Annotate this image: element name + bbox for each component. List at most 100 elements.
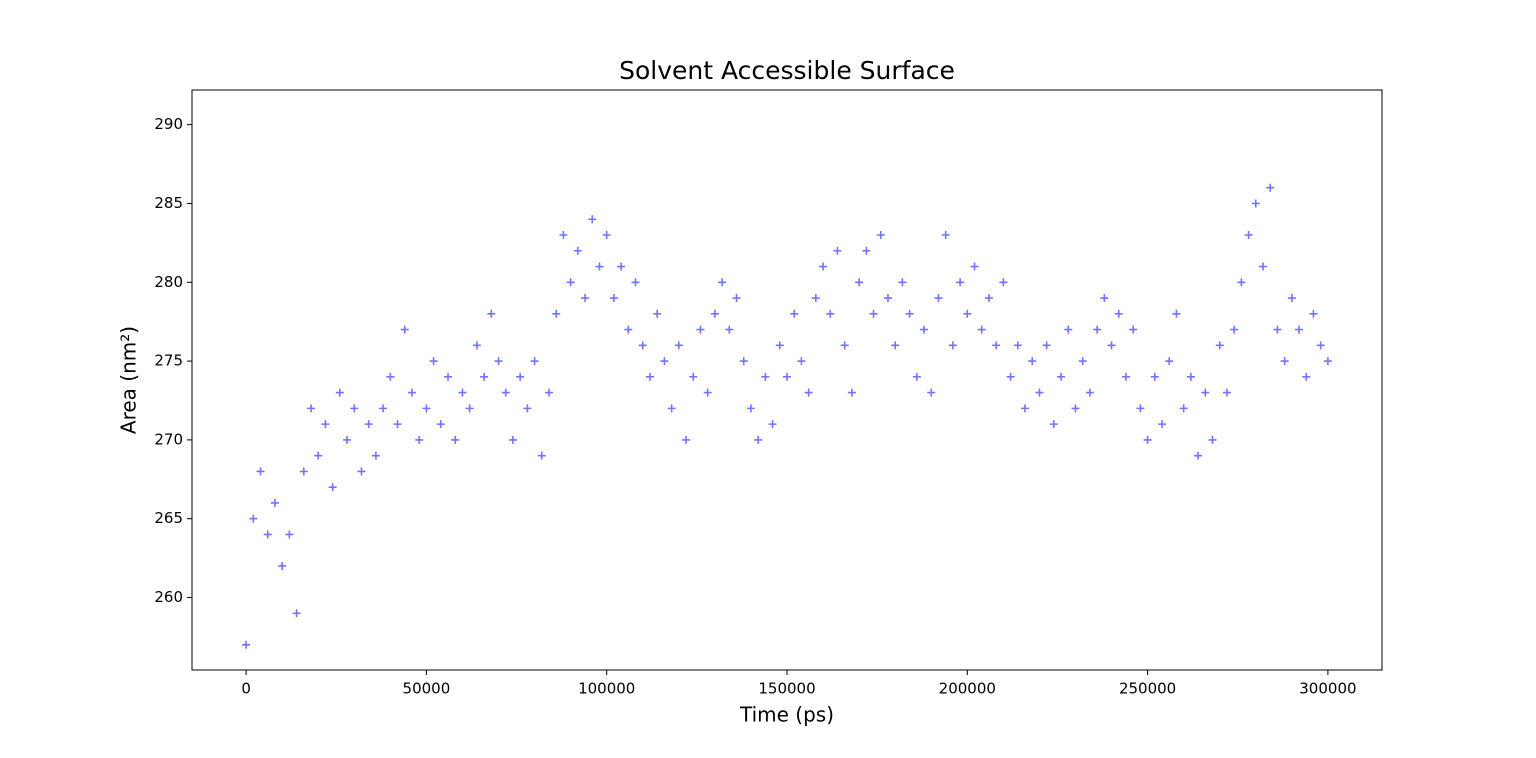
point bbox=[876, 231, 885, 239]
point bbox=[1028, 357, 1037, 366]
point bbox=[617, 262, 626, 271]
x-tick-label: 0 bbox=[241, 680, 251, 698]
point bbox=[898, 278, 907, 287]
point bbox=[797, 357, 806, 366]
point bbox=[1179, 404, 1188, 413]
point bbox=[1194, 451, 1203, 460]
point bbox=[1323, 357, 1332, 366]
point bbox=[732, 294, 741, 303]
y-tick-label: 290 bbox=[154, 115, 183, 133]
y-tick-label: 280 bbox=[154, 273, 183, 291]
point bbox=[472, 341, 481, 350]
point bbox=[948, 341, 957, 350]
point bbox=[645, 372, 654, 381]
point bbox=[768, 420, 777, 429]
point bbox=[746, 404, 755, 413]
y-tick-label: 270 bbox=[154, 430, 183, 448]
point bbox=[992, 341, 1001, 350]
point bbox=[573, 246, 582, 255]
point bbox=[1100, 294, 1109, 303]
point bbox=[1114, 309, 1123, 318]
y-tick-label: 275 bbox=[154, 352, 183, 370]
x-tick-label: 150000 bbox=[758, 680, 815, 698]
y-tick-label: 265 bbox=[154, 509, 183, 527]
point bbox=[833, 246, 842, 255]
point bbox=[292, 609, 301, 618]
point bbox=[847, 388, 856, 397]
point bbox=[595, 262, 604, 271]
point bbox=[364, 420, 373, 429]
point bbox=[1172, 309, 1181, 318]
point bbox=[1136, 404, 1145, 413]
point bbox=[444, 372, 453, 381]
point bbox=[480, 372, 489, 381]
point bbox=[977, 325, 986, 334]
point bbox=[328, 483, 337, 492]
point bbox=[602, 231, 611, 239]
point bbox=[415, 435, 424, 444]
point bbox=[1143, 435, 1152, 444]
point bbox=[379, 404, 388, 413]
point bbox=[552, 309, 561, 318]
point bbox=[718, 278, 727, 287]
point bbox=[371, 451, 380, 460]
point bbox=[1021, 404, 1029, 413]
point bbox=[436, 420, 445, 429]
x-tick-label: 300000 bbox=[1299, 680, 1356, 698]
point bbox=[1186, 372, 1195, 381]
point bbox=[465, 404, 474, 413]
point bbox=[1064, 325, 1073, 334]
point bbox=[307, 404, 315, 413]
point bbox=[523, 404, 532, 413]
point bbox=[927, 388, 936, 397]
point bbox=[1093, 325, 1102, 334]
point bbox=[1078, 357, 1087, 366]
point bbox=[1042, 341, 1051, 350]
point bbox=[862, 246, 871, 255]
point bbox=[588, 215, 597, 224]
point bbox=[314, 451, 323, 460]
point bbox=[278, 561, 287, 570]
point bbox=[458, 388, 467, 397]
point bbox=[1035, 388, 1044, 397]
point bbox=[855, 278, 864, 287]
point bbox=[783, 372, 791, 381]
point bbox=[242, 640, 251, 649]
point bbox=[775, 341, 784, 350]
point bbox=[624, 325, 633, 334]
chart-title: Solvent Accessible Surface bbox=[619, 56, 955, 85]
point bbox=[970, 262, 979, 271]
point bbox=[819, 262, 828, 271]
point bbox=[653, 309, 662, 318]
point bbox=[725, 325, 734, 334]
point bbox=[1280, 357, 1289, 366]
point bbox=[1006, 372, 1015, 381]
point bbox=[1208, 435, 1217, 444]
point bbox=[501, 388, 510, 397]
point bbox=[840, 341, 849, 350]
point bbox=[984, 294, 993, 303]
point bbox=[508, 435, 517, 444]
point bbox=[357, 467, 366, 476]
point bbox=[905, 309, 914, 318]
point bbox=[1316, 341, 1325, 350]
point bbox=[537, 451, 546, 460]
point bbox=[1158, 420, 1167, 429]
point bbox=[494, 357, 503, 366]
point bbox=[1049, 420, 1058, 429]
point bbox=[667, 404, 676, 413]
point bbox=[1201, 388, 1210, 397]
point bbox=[689, 372, 698, 381]
point bbox=[1071, 404, 1080, 413]
point bbox=[1215, 341, 1224, 350]
point bbox=[1273, 325, 1282, 334]
point bbox=[1287, 294, 1296, 303]
point bbox=[811, 294, 820, 303]
point bbox=[429, 357, 438, 366]
point bbox=[1107, 341, 1116, 350]
point bbox=[941, 231, 950, 239]
point bbox=[761, 372, 770, 381]
point bbox=[1165, 357, 1174, 366]
point bbox=[674, 341, 683, 350]
point bbox=[451, 435, 460, 444]
